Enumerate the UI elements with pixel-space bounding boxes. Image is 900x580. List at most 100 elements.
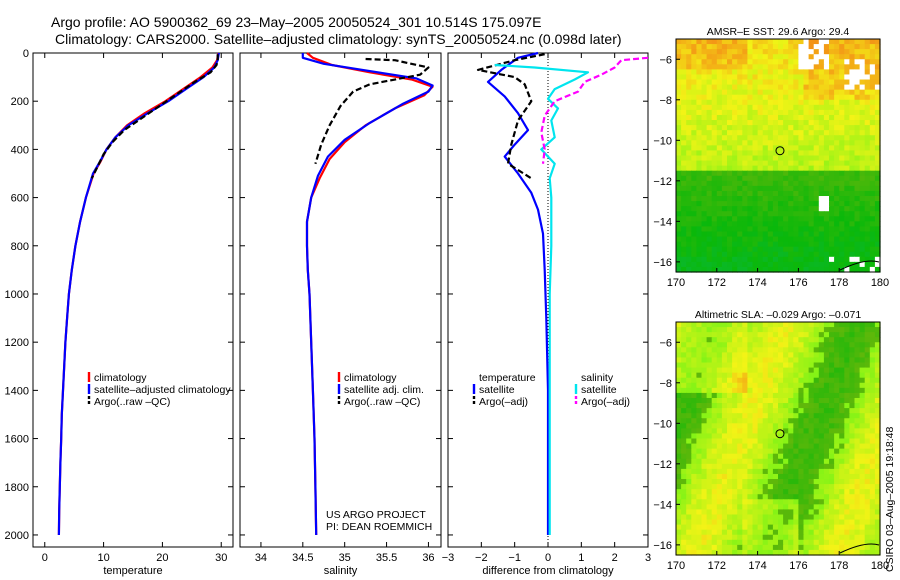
sst-map-cell [798, 84, 805, 91]
sla-map-cell [716, 372, 723, 379]
sst-map-cell [747, 150, 754, 157]
sst-map-cell [721, 79, 728, 86]
sla-map-cell [874, 433, 881, 440]
sla-map-cell [834, 504, 840, 511]
sst-map-cell [732, 44, 738, 50]
sla-map-cell [869, 423, 876, 429]
sst-map-cell [772, 160, 779, 167]
sla-map-cell [869, 342, 876, 348]
sst-map-cell [762, 165, 769, 172]
sla-map-cell [839, 332, 845, 338]
sst-map-cell [808, 226, 815, 233]
sst-map-cell [732, 170, 738, 177]
sst-map-cell [752, 251, 759, 258]
sla-map-cell [808, 408, 815, 414]
sst-map-cell [732, 246, 738, 253]
sst-map-cell [681, 89, 687, 96]
sla-map-cell [676, 514, 682, 521]
sla-map-cell [818, 377, 825, 384]
sst-map-cell [706, 135, 713, 141]
sst-map-cell [732, 99, 738, 106]
sst-map-cell [706, 59, 713, 65]
sla-map-cell [813, 473, 820, 480]
sla-map-cell [732, 494, 738, 500]
sla-map-cell [803, 372, 810, 379]
sst-map-cell [803, 180, 810, 187]
sla-map-cell [788, 433, 794, 440]
sla-map-cell [772, 544, 779, 551]
sla-map-cell [767, 448, 774, 455]
sst-map-cell [762, 241, 769, 248]
sst-map-xtick-label: 174 [748, 277, 766, 289]
sst-map-cell [721, 221, 728, 228]
sla-map-cell [844, 382, 850, 389]
sla-map-cell [701, 443, 708, 450]
temperature-legend-entry: climatology [94, 372, 147, 384]
sla-map-cell [706, 423, 713, 429]
sst-map-cell [737, 170, 743, 177]
temperature-legend-entry: satellite–adjusted climatology [94, 384, 231, 396]
sla-map-cell [803, 433, 810, 440]
sla-map-cell [716, 352, 723, 359]
sla-map-cell [772, 397, 779, 404]
sla-map-cell [854, 473, 861, 480]
sla-map-cell [803, 519, 810, 526]
sst-map-cell [778, 69, 784, 76]
sla-map-cell [762, 499, 769, 505]
sst-map-cell [711, 251, 718, 258]
sst-map-cell [798, 266, 805, 273]
sst-map-cell [849, 175, 856, 182]
sst-map-cell [752, 201, 759, 207]
sst-map-cell [869, 165, 876, 172]
sst-map-cell [793, 165, 799, 172]
sst-map-cell [737, 221, 743, 228]
difference-series-0 [486, 51, 550, 535]
sst-map-cell [727, 216, 733, 222]
sla-map-cell [737, 448, 743, 455]
sla-map-cell [727, 438, 733, 445]
sla-map-cell [742, 423, 748, 429]
sst-map-cell [783, 206, 789, 212]
sst-map-cell [839, 170, 845, 177]
sla-map-cell [844, 357, 850, 364]
sst-map-cell [798, 206, 805, 212]
sla-map-cell [874, 392, 881, 399]
sla-map-cell [686, 448, 692, 455]
sla-map-cell [691, 387, 697, 394]
sst-map-cell [803, 49, 810, 55]
sla-map-cell [732, 544, 738, 551]
sst-map-cell [808, 216, 815, 222]
sla-map-cell [691, 403, 697, 409]
sla-map-cell [859, 443, 866, 450]
sla-map-cell [823, 377, 830, 384]
sst-map-cell [696, 201, 703, 207]
sst-map-cell [803, 170, 810, 177]
sst-map-cell [727, 196, 733, 202]
sla-map-cell [757, 514, 764, 521]
sla-map-cell [869, 382, 876, 389]
temperature-xtick-label: 30 [215, 552, 227, 564]
sst-map-cell [742, 180, 748, 187]
sla-map-cell [803, 453, 810, 460]
sla-map-cell [732, 489, 738, 495]
sst-map-cell [691, 94, 697, 101]
sst-map-cell [767, 160, 774, 167]
sst-map-cell [767, 206, 774, 212]
sst-map-cell [788, 226, 794, 233]
sla-map-cell [752, 382, 759, 389]
sst-map-cell [864, 44, 871, 50]
sst-map-cell [859, 120, 866, 126]
sst-map-cell [808, 261, 815, 268]
sla-map-cell [788, 367, 794, 374]
sst-map-cell [767, 44, 774, 50]
sla-map-cell [752, 428, 759, 435]
sst-map-cell [788, 79, 794, 86]
sla-map-cell [813, 544, 820, 551]
sla-map-cell [742, 327, 748, 333]
sst-map-cell [696, 206, 703, 212]
sla-map-cell [834, 524, 840, 531]
sla-map-cell [752, 463, 759, 470]
sla-map-cell [818, 524, 825, 531]
sla-map-cell [844, 448, 850, 455]
sla-map-cell [747, 377, 754, 384]
